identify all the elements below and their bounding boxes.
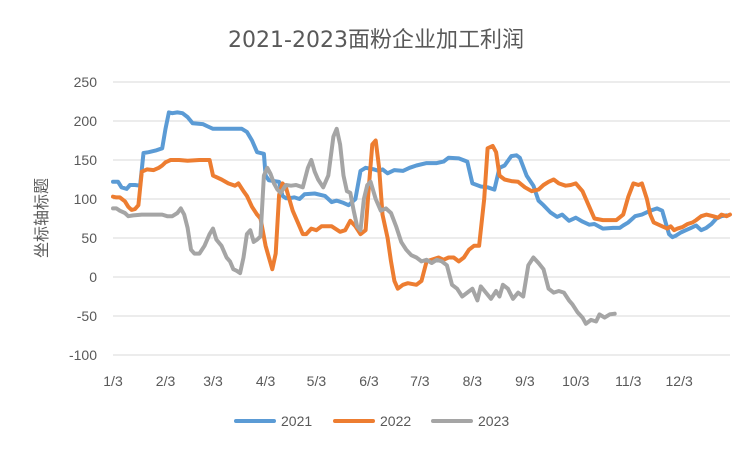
x-tick-label: 7/3 <box>410 373 430 389</box>
y-tick-label: 100 <box>74 191 98 207</box>
x-axis-ticks: 1/3 2/3 3/3 4/3 5/3 6/3 7/3 8/3 9/3 10/3 11/3 12/3 <box>103 373 693 389</box>
y-tick-label: -100 <box>69 347 97 363</box>
chart-title: 2021-2023面粉企业加工利润 <box>228 28 524 53</box>
x-tick-label: 8/3 <box>463 373 483 389</box>
series-line-2021 <box>111 110 729 240</box>
legend-label-2023: 2023 <box>478 413 509 429</box>
x-tick-label: 6/3 <box>359 373 379 389</box>
y-tick-label: 150 <box>74 152 98 168</box>
series-line-2022 <box>111 138 732 291</box>
gridlines <box>113 81 730 356</box>
y-axis-title: 坐标轴标题 <box>32 178 51 258</box>
y-axis-ticks: -100 -50 0 50 100 150 200 250 <box>69 74 97 363</box>
x-tick-label: 3/3 <box>203 373 223 389</box>
y-tick-label: 50 <box>81 230 97 246</box>
legend: 2021 2022 2023 <box>234 413 509 429</box>
x-tick-label: 12/3 <box>666 373 693 389</box>
x-tick-label: 5/3 <box>307 373 327 389</box>
x-tick-label: 1/3 <box>103 373 123 389</box>
y-tick-label: 250 <box>74 74 98 90</box>
x-tick-label: 2/3 <box>156 373 176 389</box>
x-tick-label: 11/3 <box>615 373 641 389</box>
x-tick-label: 9/3 <box>515 373 535 389</box>
y-tick-label: -50 <box>77 308 97 324</box>
legend-label-2021: 2021 <box>281 413 312 429</box>
y-tick-label: 200 <box>74 113 98 129</box>
legend-label-2022: 2022 <box>380 413 411 429</box>
series-lines <box>111 110 732 326</box>
y-tick-label: 0 <box>89 269 97 285</box>
series-line-2023 <box>111 126 617 326</box>
x-tick-label: 4/3 <box>256 373 276 389</box>
x-tick-label: 10/3 <box>562 373 589 389</box>
